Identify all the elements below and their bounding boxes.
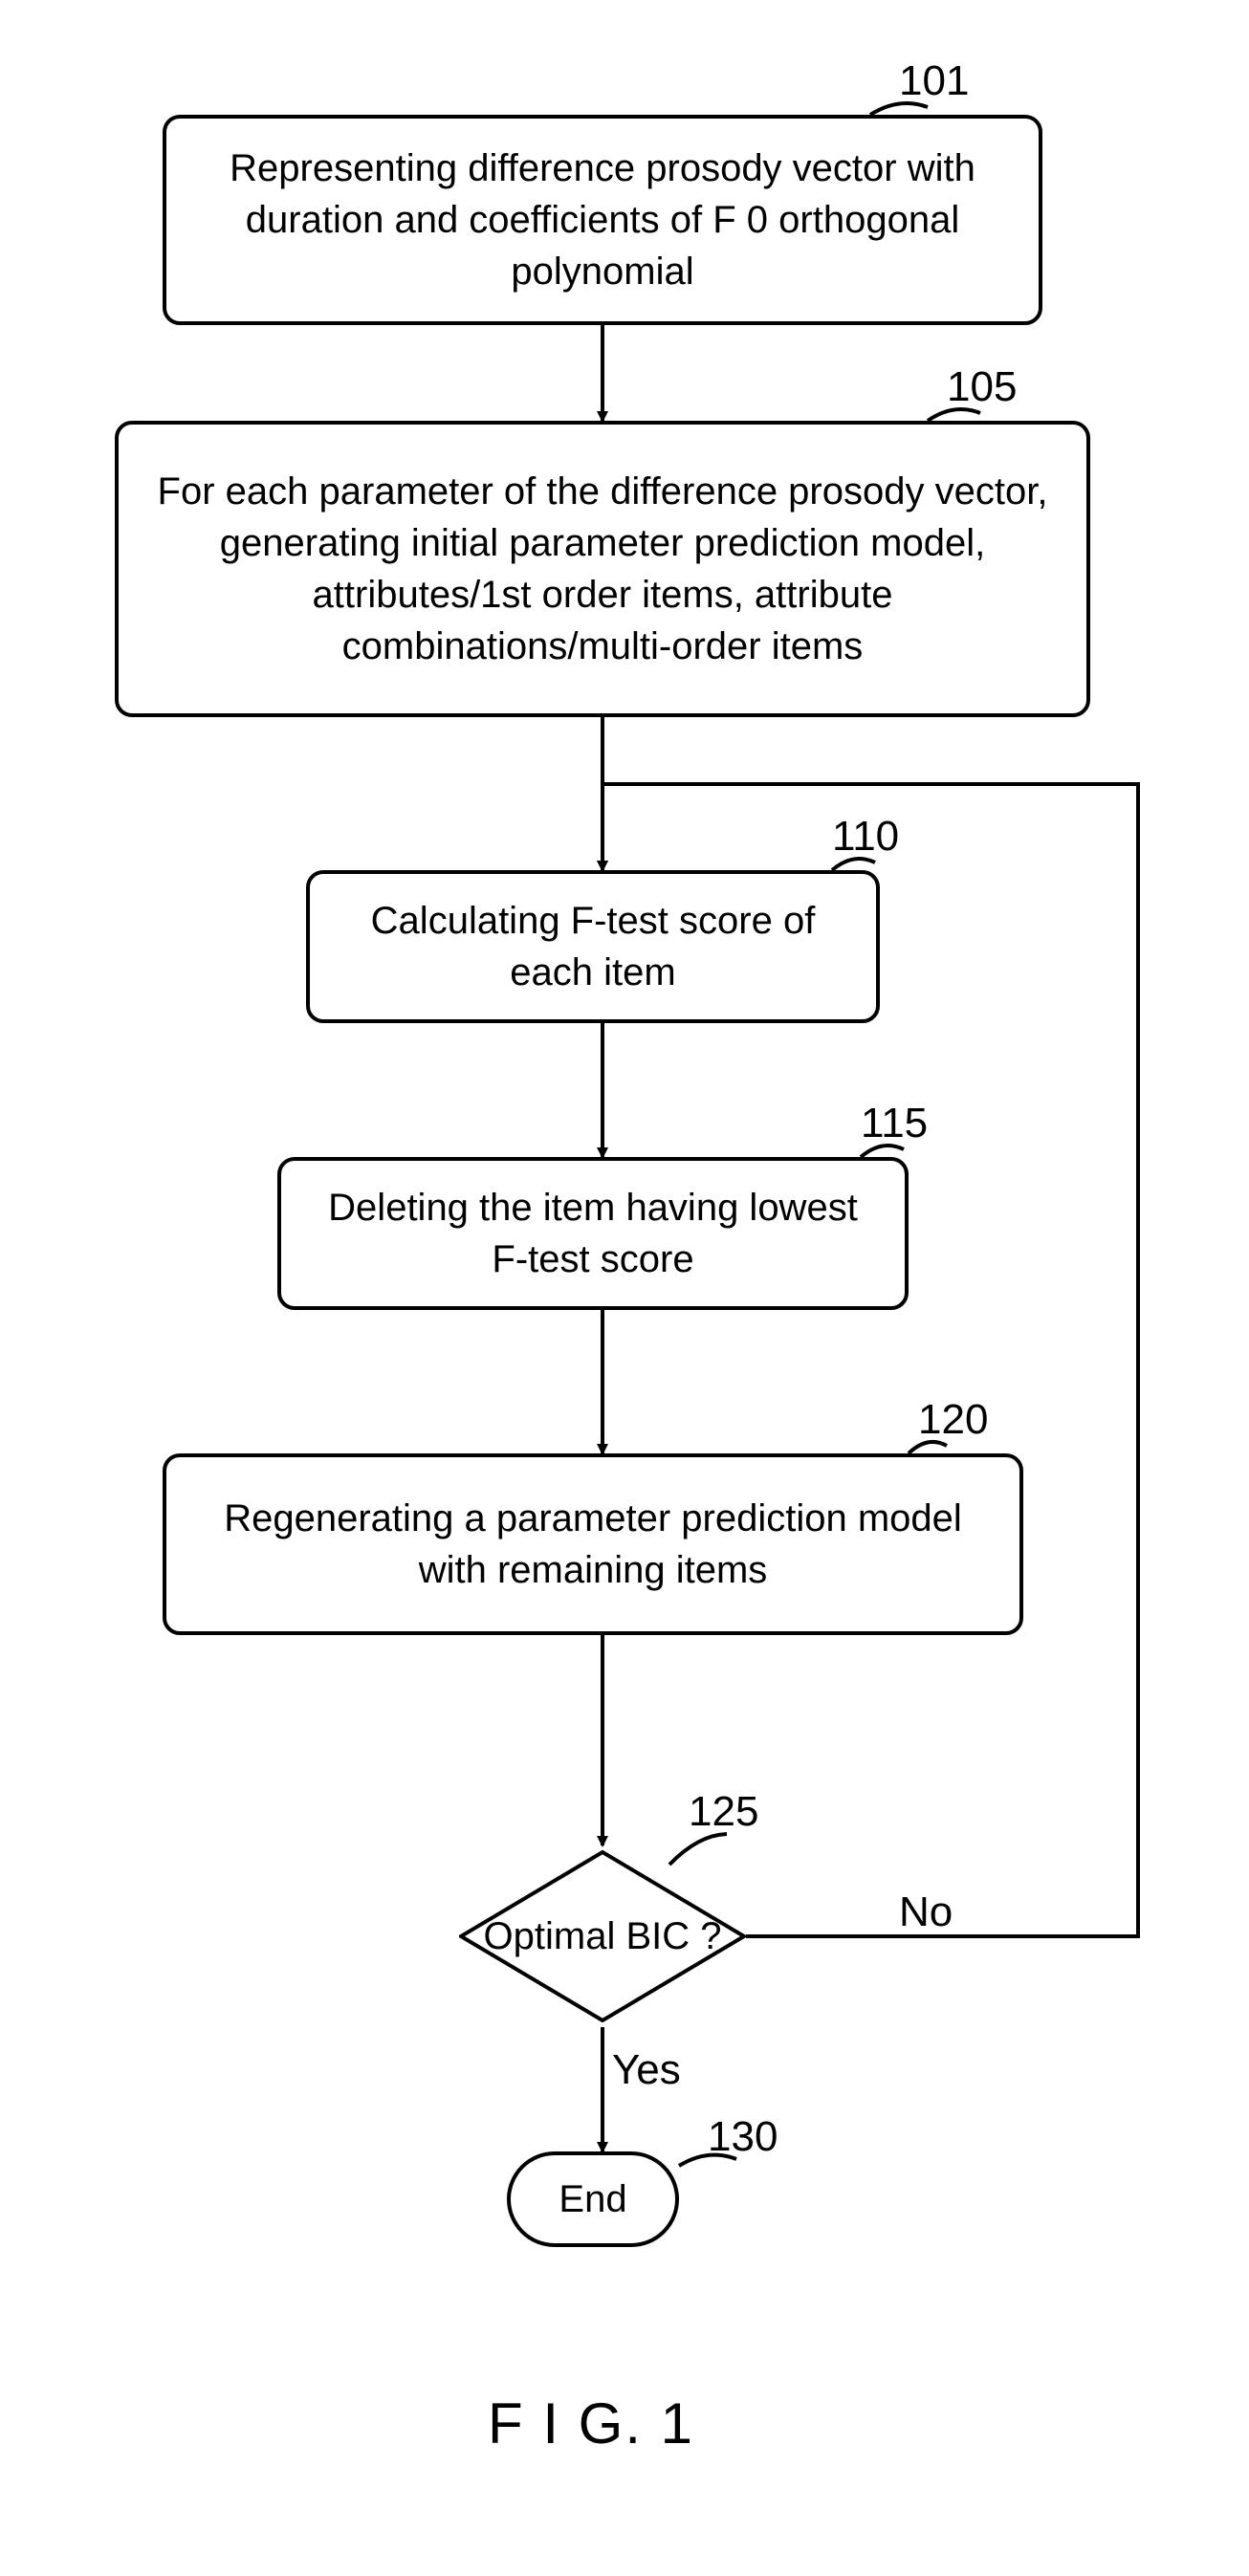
step-120-box: Regenerating a parameter prediction mode… (163, 1453, 1023, 1635)
decision-125: Optimal BIC ? (459, 1850, 746, 2022)
figure-caption: F I G. 1 (488, 2390, 694, 2456)
ref-115: 115 (861, 1100, 928, 1147)
ref-105: 105 (947, 363, 1017, 411)
ref-125: 125 (689, 1788, 758, 1836)
ref-130: 130 (708, 2113, 778, 2161)
ref-120: 120 (918, 1396, 988, 1444)
flowchart-canvas: Representing difference prosody vector w… (38, 38, 1211, 2538)
ref-110: 110 (832, 813, 899, 861)
step-110-box: Calculating F-test score of each item (306, 870, 880, 1023)
branch-yes: Yes (612, 2046, 681, 2094)
step-105-text: For each parameter of the difference pro… (147, 466, 1058, 672)
step-101-text: Representing difference prosody vector w… (195, 142, 1010, 297)
step-110-text: Calculating F-test score of each item (339, 895, 847, 998)
step-115-box: Deleting the item having lowest F-test s… (277, 1157, 909, 1310)
step-101-box: Representing difference prosody vector w… (163, 115, 1042, 325)
step-115-text: Deleting the item having lowest F-test s… (310, 1182, 876, 1285)
decision-125-text: Optimal BIC ? (484, 1915, 722, 1958)
branch-no: No (899, 1888, 953, 1936)
end-terminator: End (507, 2151, 679, 2247)
ref-101: 101 (899, 57, 969, 105)
step-105-box: For each parameter of the difference pro… (115, 421, 1090, 717)
step-120-text: Regenerating a parameter prediction mode… (195, 1493, 991, 1596)
end-text: End (559, 2178, 626, 2221)
